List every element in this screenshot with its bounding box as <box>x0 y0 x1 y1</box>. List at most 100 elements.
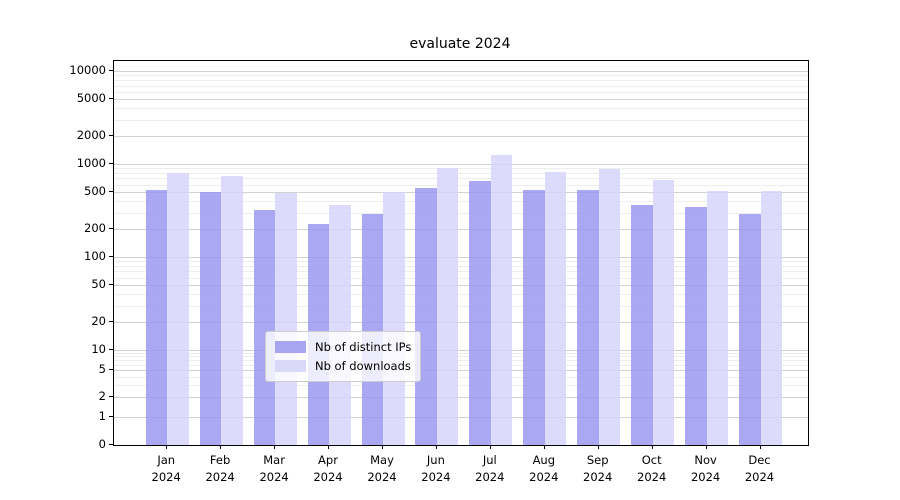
gridline-minor <box>114 168 808 170</box>
y-tick-label: 500 <box>84 184 106 198</box>
gridline-minor <box>114 356 808 358</box>
y-tick-label: 10000 <box>69 63 106 78</box>
x-tick-mark <box>435 445 437 449</box>
gridline-major <box>114 370 808 371</box>
x-tick-label-jan: Jan 2024 <box>151 453 181 484</box>
gridline-major <box>114 71 808 73</box>
bar-downloads-jul <box>490 155 513 445</box>
bar-distinct-ips-jan <box>145 190 168 445</box>
legend-label: Nb of downloads <box>315 358 411 373</box>
y-tick-mark <box>109 70 113 72</box>
y-tick-label: 10 <box>91 341 106 356</box>
gridline-minor <box>114 184 808 186</box>
y-tick-mark <box>109 135 113 136</box>
x-tick-label-jul: Jul 2024 <box>475 453 505 484</box>
gridline-major <box>114 396 808 398</box>
gridline-minor <box>114 173 808 174</box>
bar-downloads-apr <box>329 205 351 445</box>
x-tick-label-mar: Mar 2024 <box>259 453 289 484</box>
y-tick-mark <box>109 415 113 417</box>
bar-downloads-nov <box>706 191 729 445</box>
gridline-minor <box>114 305 808 307</box>
bar-downloads-mar <box>275 193 297 445</box>
plot-area <box>113 60 809 446</box>
gridline-major <box>114 136 808 137</box>
bar-distinct-ips-feb <box>199 191 222 445</box>
bar-distinct-ips-oct <box>631 205 653 445</box>
gridline-major <box>114 349 808 351</box>
x-tick-label-feb: Feb 2024 <box>205 453 235 484</box>
bar-distinct-ips-may <box>361 213 383 445</box>
bar-distinct-ips-mar <box>253 210 276 445</box>
gridline-minor <box>114 119 808 121</box>
bar-distinct-ips-aug <box>523 190 545 445</box>
legend: Nb of distinct IPs Nb of downloads <box>265 331 422 382</box>
x-tick-label-apr: Apr 2024 <box>313 453 343 484</box>
x-tick-mark <box>220 445 222 449</box>
y-tick-mark <box>109 98 113 100</box>
y-tick-label: 1000 <box>76 156 106 170</box>
gridline-minor <box>114 261 808 263</box>
legend-swatch-downloads <box>275 359 306 372</box>
gridline-minor <box>114 360 808 362</box>
gridline-minor <box>114 75 808 77</box>
bar-downloads-jan <box>167 173 189 445</box>
x-tick-mark <box>597 445 599 449</box>
bar-distinct-ips-sep <box>577 190 599 445</box>
y-tick-mark <box>109 395 113 397</box>
y-tick-label: 5000 <box>76 91 106 106</box>
bar-distinct-ips-dec <box>739 213 761 445</box>
y-tick-label: 50 <box>91 276 106 291</box>
y-tick-mark <box>109 444 113 445</box>
legend-item: Nb of distinct IPs <box>275 337 411 356</box>
x-tick-mark <box>705 445 707 449</box>
x-tick-mark <box>651 445 653 449</box>
gridline-minor <box>114 293 808 295</box>
y-tick-label: 200 <box>84 220 106 235</box>
y-tick-label: 2000 <box>76 128 106 142</box>
x-tick-label-nov: Nov 2024 <box>690 453 721 484</box>
legend-item: Nb of downloads <box>275 356 411 375</box>
y-tick-label: 100 <box>84 248 106 263</box>
legend-swatch-distinct-ips <box>275 340 306 353</box>
y-tick-mark <box>109 163 113 164</box>
gridline-major <box>114 164 808 165</box>
gridline-minor <box>114 108 808 110</box>
x-tick-label-oct: Oct 2024 <box>637 453 667 484</box>
gridline-minor <box>114 80 808 82</box>
x-tick-label-jun: Jun 2024 <box>421 453 451 484</box>
x-tick-mark <box>759 445 761 449</box>
x-tick-label-may: May 2024 <box>367 453 397 484</box>
gridline-minor <box>114 91 808 93</box>
bar-downloads-sep <box>598 168 621 445</box>
y-tick-mark <box>109 191 113 192</box>
gridline-minor <box>114 352 808 354</box>
bar-distinct-ips-nov <box>685 206 707 445</box>
y-tick-mark <box>109 283 113 285</box>
gridline-minor <box>114 277 808 279</box>
gridline-major <box>114 284 808 286</box>
x-tick-label-sep: Sep 2024 <box>583 453 613 484</box>
gridline-minor <box>114 376 808 378</box>
x-tick-mark <box>328 445 329 449</box>
gridline-major <box>114 321 808 323</box>
y-tick-label: 20 <box>91 313 106 328</box>
y-tick-label: 2 <box>98 388 106 403</box>
gridline-minor <box>114 265 808 267</box>
bar-distinct-ips-jun <box>415 188 437 445</box>
y-tick-mark <box>109 348 113 350</box>
y-tick-mark <box>109 227 113 229</box>
legend-label: Nb of distinct IPs <box>315 339 412 354</box>
gridline-major <box>114 228 808 230</box>
gridline-minor <box>114 271 808 273</box>
bar-downloads-dec <box>760 191 782 445</box>
gridline-major <box>114 192 808 193</box>
bar-downloads-aug <box>544 171 567 445</box>
gridline-minor <box>114 85 808 87</box>
y-tick-mark <box>109 320 113 322</box>
gridline-major <box>114 256 808 258</box>
gridline-minor <box>114 364 808 366</box>
bar-downloads-feb <box>221 176 243 445</box>
bar-distinct-ips-jul <box>469 180 491 445</box>
